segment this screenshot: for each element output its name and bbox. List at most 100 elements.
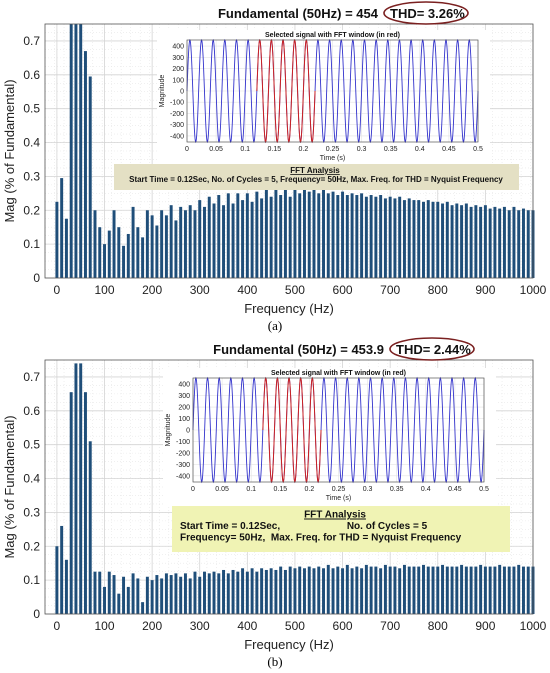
chart-b-bar — [341, 568, 345, 614]
chart-a-bar — [60, 178, 64, 278]
chart-b-ylabel: Mag (% of Fundamental) — [2, 415, 17, 558]
chart-a-bar — [164, 215, 168, 278]
chart-a-bar — [374, 196, 378, 278]
chart-b-bar — [302, 568, 306, 614]
chart-a-bar — [269, 196, 273, 278]
chart-b-bar — [345, 564, 349, 614]
fft-chart-a: 0 100 200 300 400 500 600 700 800 900 100000.10.20… — [2, 1, 547, 316]
chart-b-xtick-label: 300 — [190, 619, 210, 633]
chart-a-bar — [464, 203, 468, 278]
chart-b-bar — [412, 566, 416, 614]
chart-b-xtick-label: 1000 — [520, 619, 547, 633]
chart-a-bar — [155, 225, 159, 278]
chart-b-bar — [64, 559, 68, 614]
chart-b-bar — [407, 566, 411, 614]
chart-a-bar — [426, 200, 430, 278]
chart-a-bar — [455, 203, 459, 278]
chart-b-bar — [288, 566, 292, 614]
chart-a-bar — [383, 198, 387, 278]
chart-b-bar — [488, 566, 492, 614]
chart-a-bar — [241, 200, 245, 278]
chart-b-bar — [55, 546, 59, 614]
chart-b-bar — [493, 566, 497, 614]
chart-b-ytick-label: 0.6 — [23, 404, 40, 418]
caption-a: (a) — [267, 318, 283, 333]
chart-b-bar — [336, 566, 340, 614]
chart-b-bar — [136, 578, 140, 614]
chart-a-bar — [388, 196, 392, 278]
chart-a-bar — [183, 210, 187, 278]
chart-b-bar — [207, 573, 211, 614]
chart-b-bar — [402, 564, 406, 614]
chart-a-bar — [488, 208, 492, 278]
chart-a-bar — [393, 198, 397, 278]
chart-b-inset-xtick-label: 0.35 — [390, 486, 404, 493]
chart-a-bar — [312, 188, 316, 278]
chart-a-inset-xtick-label: 0.35 — [384, 146, 398, 153]
chart-a-bar — [236, 193, 240, 278]
chart-b-bar — [350, 568, 354, 614]
chart-a-xtick-label: 0 — [54, 283, 61, 297]
chart-b-bar — [250, 568, 254, 614]
chart-b-inset-ylabel: Magnitude — [165, 414, 172, 447]
chart-b-bar — [322, 568, 325, 614]
chart-a-inset-ylabel: Magnitude — [159, 75, 166, 108]
chart-b-bar — [141, 602, 145, 614]
chart-b-xtick-label: 400 — [237, 619, 257, 633]
chart-a-bar — [441, 203, 445, 278]
chart-a-bar — [179, 206, 183, 278]
chart-a-bar — [369, 195, 373, 278]
chart-b-bar — [450, 566, 454, 614]
chart-a-thd-highlight — [383, 1, 469, 25]
chart-a-inset-xtick-label: 0.4 — [415, 146, 425, 153]
chart-a-bar — [407, 198, 411, 278]
panel-b: 0 100 200 300 400 500 600 700 800 900 1000 0 0.1 0.2 0… — [0, 336, 550, 654]
chart-a-bar — [498, 208, 502, 278]
chart-b-xtick-label: 900 — [475, 619, 495, 633]
chart-b-inset-ytick-label: -200 — [176, 450, 190, 457]
chart-a-bar — [160, 210, 164, 278]
chart-b-bar — [60, 525, 64, 614]
chart-a-bar — [322, 189, 325, 278]
chart-b-bar — [155, 575, 159, 614]
chart-b-bar — [431, 566, 435, 614]
chart-a-bar — [355, 195, 359, 278]
chart-b-bar — [464, 566, 468, 614]
chart-b-bar — [145, 576, 149, 614]
chart-a-bar — [198, 200, 202, 278]
chart-a-ytick-label: 0.4 — [23, 136, 40, 150]
chart-a-ytick-label: 0 — [33, 271, 40, 285]
chart-a-bar — [141, 237, 145, 278]
chart-b-bar — [298, 566, 302, 614]
chart-a-bar — [402, 200, 406, 278]
chart-b-bar — [417, 566, 421, 614]
chart-a-bar — [507, 210, 511, 278]
chart-a-inset-ytick-label: 200 — [172, 66, 184, 73]
chart-a-bar — [126, 233, 130, 278]
chart-a-bar — [88, 76, 92, 278]
chart-a-bar — [412, 200, 416, 278]
chart-b-xtick-label: 100 — [94, 619, 114, 633]
chart-b-bar — [441, 564, 445, 614]
chart-b-inset-xtick-label: 0.5 — [479, 486, 489, 493]
chart-b-bar — [498, 564, 502, 614]
chart-a-bar — [417, 200, 421, 278]
chart-a-ytick-label: 0.3 — [23, 169, 40, 183]
chart-b-bar — [174, 573, 178, 614]
chart-b-bar — [150, 580, 154, 614]
chart-b-bar — [317, 566, 321, 614]
chart-b-bar — [260, 568, 264, 614]
chart-b-inset-xtick-label: 0.45 — [448, 486, 462, 493]
chart-a-bar — [250, 201, 254, 278]
chart-a-bar — [274, 189, 278, 278]
chart-a-title: Fundamental (50Hz) = 454 — [218, 6, 379, 21]
chart-a-bar — [169, 205, 173, 278]
chart-b-ytick-label: 0.2 — [23, 539, 40, 553]
chart-b-bar — [169, 575, 173, 614]
chart-b-bar — [455, 566, 459, 614]
chart-b-xtick-label: 0 — [54, 619, 61, 633]
chart-b-bar — [183, 573, 187, 614]
chart-a-bar — [174, 220, 178, 278]
chart-a-xtick-label: 700 — [380, 283, 400, 297]
chart-b-bar — [236, 571, 240, 614]
